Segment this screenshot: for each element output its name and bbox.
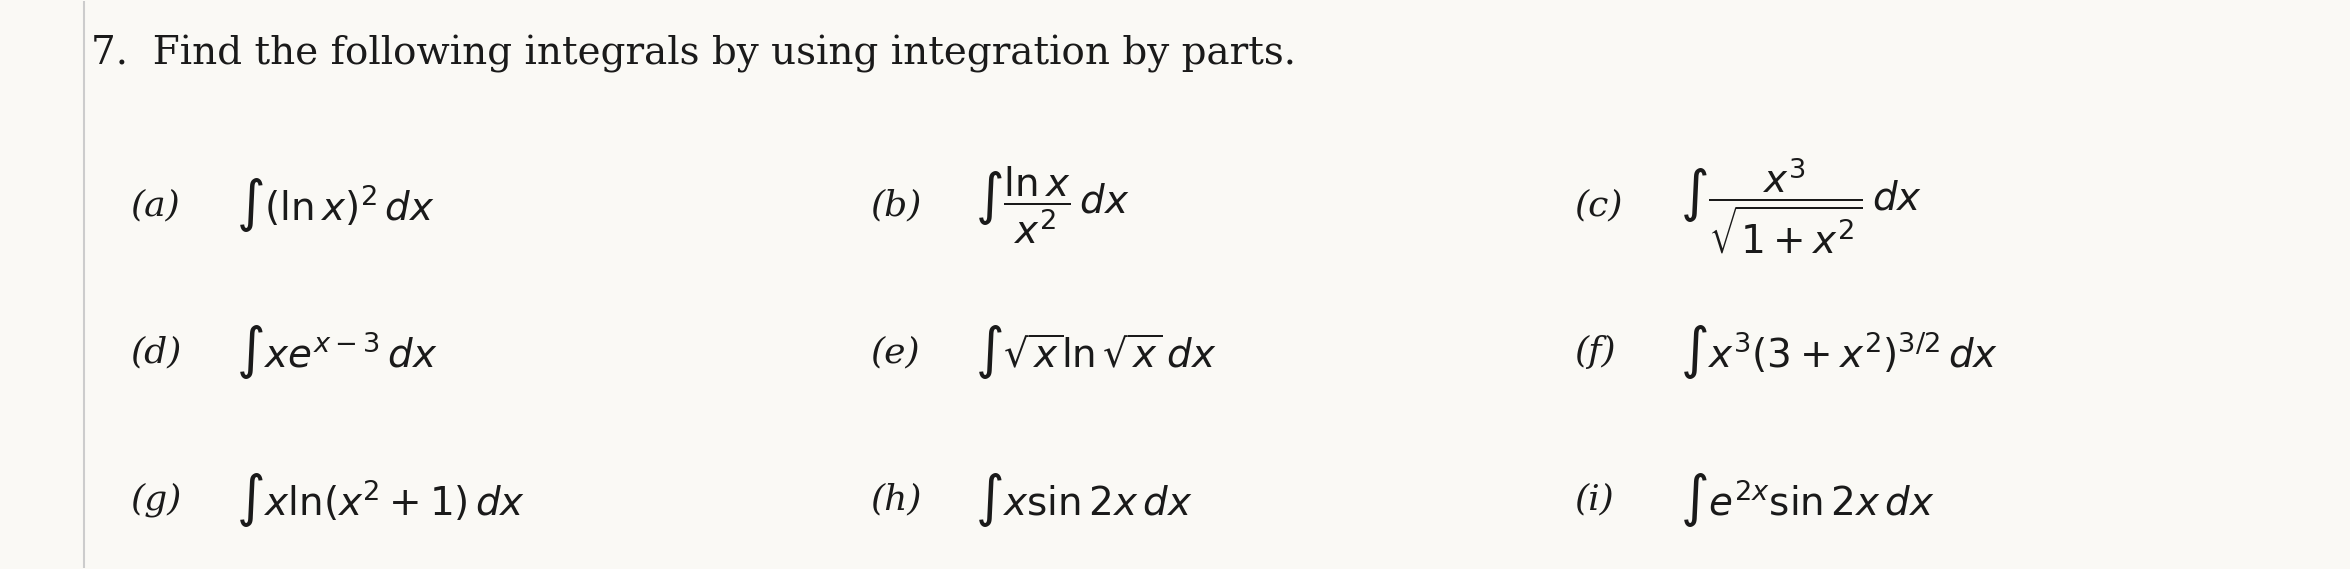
Text: $\int x\ln(x^2+1)\,dx$: $\int x\ln(x^2+1)\,dx$ <box>235 471 526 529</box>
Text: (b): (b) <box>870 188 921 222</box>
Text: (h): (h) <box>870 483 921 517</box>
Text: $\int x^3(3+x^2)^{3/2}\,dx$: $\int x^3(3+x^2)^{3/2}\,dx$ <box>1680 323 1998 381</box>
Text: $\int(\ln x)^2\,dx$: $\int(\ln x)^2\,dx$ <box>235 176 435 234</box>
Text: (e): (e) <box>870 336 919 369</box>
Text: $\int x\sin 2x\,dx$: $\int x\sin 2x\,dx$ <box>975 471 1194 529</box>
Text: (d): (d) <box>132 336 181 369</box>
Text: (f): (f) <box>1574 335 1617 369</box>
Text: (g): (g) <box>132 483 181 517</box>
Text: $\int e^{2x}\sin 2x\,dx$: $\int e^{2x}\sin 2x\,dx$ <box>1680 471 1934 529</box>
Text: (i): (i) <box>1574 483 1614 517</box>
Text: (c): (c) <box>1574 188 1621 222</box>
Text: $\int\dfrac{x^3}{\sqrt{1+x^2}}\,dx$: $\int\dfrac{x^3}{\sqrt{1+x^2}}\,dx$ <box>1680 155 1922 255</box>
Text: $\int xe^{x-3}\,dx$: $\int xe^{x-3}\,dx$ <box>235 323 437 381</box>
Text: $\int\sqrt{x}\ln\sqrt{x}\,dx$: $\int\sqrt{x}\ln\sqrt{x}\,dx$ <box>975 323 1217 381</box>
Text: 7.  Find the following integrals by using integration by parts.: 7. Find the following integrals by using… <box>92 35 1295 73</box>
Text: (a): (a) <box>132 188 181 222</box>
Text: $\int\dfrac{\ln x}{x^2}\,dx$: $\int\dfrac{\ln x}{x^2}\,dx$ <box>975 164 1130 246</box>
